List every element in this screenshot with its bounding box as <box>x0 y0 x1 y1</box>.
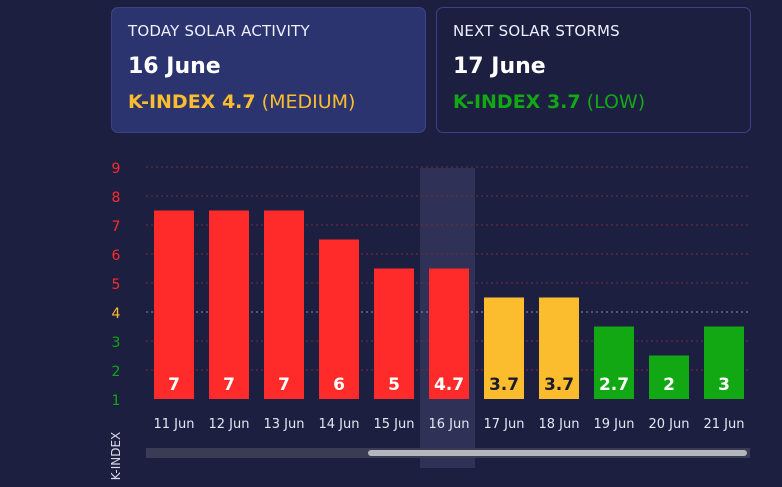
bar-value-label: 7 <box>278 375 290 395</box>
bar-value-label: 6 <box>333 375 345 395</box>
today-activity-card: TODAY SOLAR ACTIVITY 16 June K-INDEX 4.7… <box>111 7 426 133</box>
chart-scrollbar-thumb[interactable] <box>368 450 747 456</box>
y-tick-label: 4 <box>112 306 121 322</box>
next-date: 17 June <box>453 54 546 79</box>
bar-value-label: 3.7 <box>489 375 519 395</box>
next-card-title: NEXT SOLAR STORMS <box>453 22 620 40</box>
x-tick-label: 12 Jun <box>209 417 250 432</box>
next-storms-card: NEXT SOLAR STORMS 17 June K-INDEX 3.7 (L… <box>436 7 751 133</box>
bar-value-label: 4.7 <box>434 375 464 395</box>
x-tick-label: 13 Jun <box>264 417 305 432</box>
bar-value-label: 5 <box>388 375 400 395</box>
today-k-value: K-INDEX 4.7 <box>128 91 256 113</box>
x-tick-label: 14 Jun <box>319 417 360 432</box>
today-k-level: (MEDIUM) <box>261 91 356 113</box>
y-tick-label: 9 <box>112 161 121 177</box>
x-tick-label: 20 Jun <box>649 417 690 432</box>
x-tick-label: 16 Jun <box>429 417 470 432</box>
x-tick-label: 18 Jun <box>539 417 580 432</box>
y-axis-label: K-INDEX <box>109 432 123 481</box>
y-tick-label: 3 <box>112 335 121 351</box>
y-tick-label: 6 <box>112 248 121 264</box>
bar-15-jun[interactable] <box>374 268 414 400</box>
bar-14-jun[interactable] <box>319 239 359 400</box>
y-tick-label: 2 <box>112 364 121 380</box>
bar-value-label: 2.7 <box>599 375 629 395</box>
today-card-title: TODAY SOLAR ACTIVITY <box>128 22 310 40</box>
x-tick-label: 21 Jun <box>704 417 745 432</box>
today-date: 16 June <box>128 54 221 79</box>
y-tick-label: 7 <box>112 219 121 235</box>
bar-13-jun[interactable] <box>264 210 304 400</box>
bar-17-jun[interactable] <box>484 297 524 400</box>
x-tick-label: 17 Jun <box>484 417 525 432</box>
bar-value-label: 3 <box>718 375 730 395</box>
bar-16-jun[interactable] <box>429 268 469 400</box>
bar-21-jun[interactable] <box>704 326 744 400</box>
next-k-level: (LOW) <box>586 91 646 113</box>
bar-20-jun[interactable] <box>649 355 689 400</box>
today-k-index: K-INDEX 4.7 (MEDIUM) <box>128 91 409 113</box>
bar-11-jun[interactable] <box>154 210 194 400</box>
bar-18-jun[interactable] <box>539 297 579 400</box>
next-k-index: K-INDEX 3.7 (LOW) <box>453 91 734 113</box>
y-tick-label: 5 <box>112 277 121 293</box>
next-k-value: K-INDEX 3.7 <box>453 91 581 113</box>
bar-12-jun[interactable] <box>209 210 249 400</box>
bar-value-label: 7 <box>168 375 180 395</box>
x-tick-label: 15 Jun <box>374 417 415 432</box>
bar-value-label: 3.7 <box>544 375 574 395</box>
y-tick-label: 1 <box>112 393 121 409</box>
x-tick-label: 19 Jun <box>594 417 635 432</box>
k-index-bar-chart: 1 2 3 4 5 6 7 8 9 K-INDEX 7 11 Jun 7 12 Jun 7 13 Jun 6 14… <box>109 161 750 481</box>
x-tick-label: 11 Jun <box>154 417 195 432</box>
bar-value-label: 2 <box>663 375 675 395</box>
bar-19-jun[interactable] <box>594 326 634 400</box>
bar-value-label: 7 <box>223 375 235 395</box>
y-tick-label: 8 <box>112 190 121 206</box>
